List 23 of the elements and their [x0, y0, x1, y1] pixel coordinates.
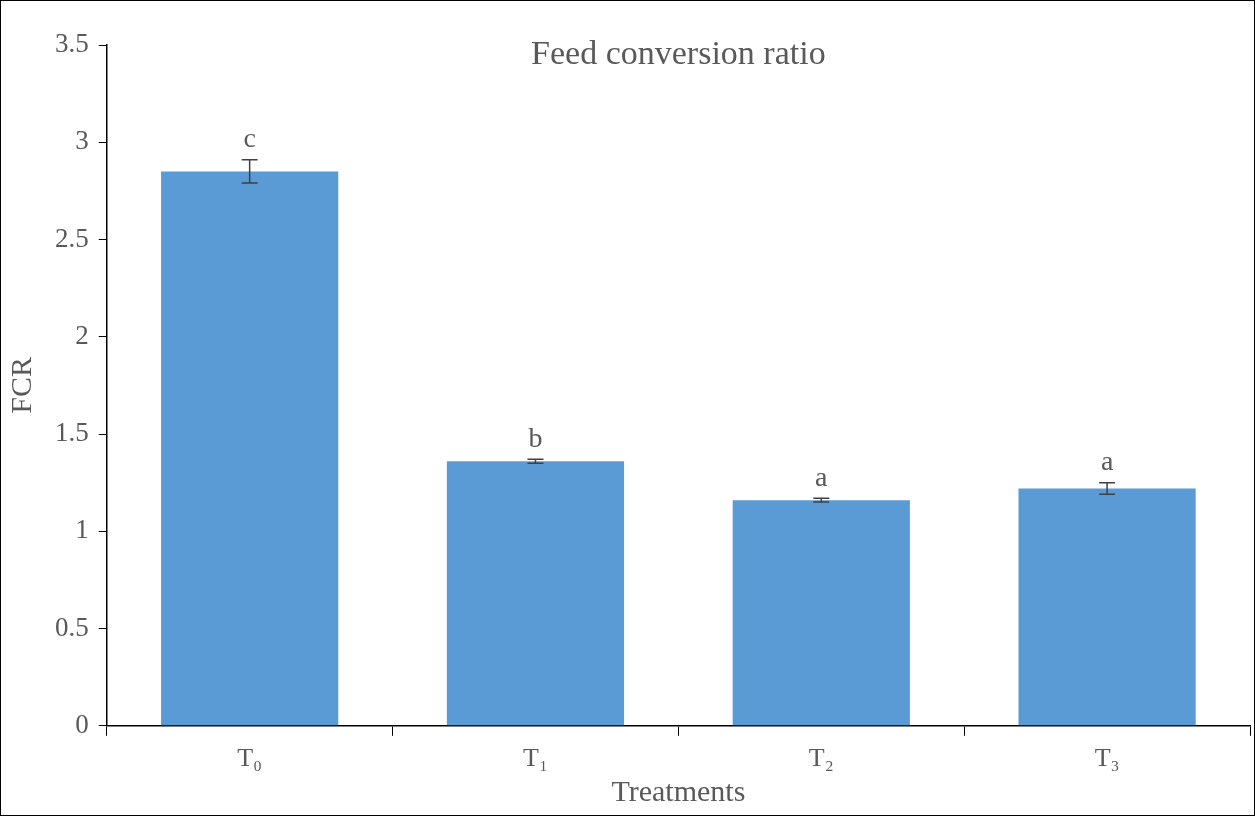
- x-tick-label: T₀: [237, 743, 263, 773]
- chart-title: Feed conversion ratio: [531, 33, 826, 71]
- bar: [732, 500, 910, 726]
- x-tick-label: T₁: [522, 743, 548, 773]
- bar: [161, 171, 339, 726]
- x-tick-label: T₃: [1094, 743, 1120, 773]
- y-tick-label: 1: [75, 514, 89, 545]
- annotation: b: [528, 421, 543, 453]
- annotation: a: [815, 460, 829, 492]
- y-tick-label: 2: [75, 319, 89, 350]
- y-tick-label: 1.5: [55, 417, 89, 448]
- annotation: a: [1100, 445, 1114, 477]
- bar: [1018, 488, 1196, 726]
- annotation: c: [243, 122, 256, 154]
- x-axis-title: Treatments: [611, 773, 746, 807]
- y-axis-title: FCR: [3, 357, 37, 414]
- bar: [446, 461, 625, 726]
- y-tick-label: 0.5: [55, 611, 89, 642]
- y-tick-label: 3.5: [55, 28, 89, 59]
- y-tick-label: 3: [75, 125, 89, 156]
- x-tick-label: T₂: [808, 743, 834, 773]
- y-tick-label: 2.5: [55, 222, 89, 253]
- y-tick-label: 0: [75, 708, 89, 739]
